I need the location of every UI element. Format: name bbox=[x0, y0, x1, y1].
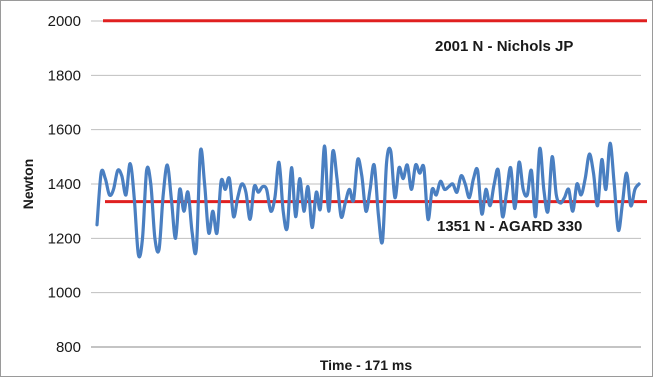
series-layer bbox=[95, 141, 641, 259]
x-axis-title: Time - 171 ms bbox=[320, 357, 413, 373]
y-tick-label: 800 bbox=[56, 339, 81, 356]
y-tick-label: 1000 bbox=[48, 285, 81, 302]
y-tick-label: 1600 bbox=[48, 122, 81, 139]
y-axis-title: Newton bbox=[20, 159, 36, 210]
y-tick-label: 1800 bbox=[48, 67, 81, 84]
annotation-lower-limit: 1351 N - AGARD 330 bbox=[437, 218, 582, 235]
y-tick-layer: 800 1000 1200 1400 1600 1800 2000 bbox=[48, 13, 81, 356]
y-tick-label: 2000 bbox=[48, 13, 81, 30]
y-tick-label: 1200 bbox=[48, 230, 81, 247]
series-line-force bbox=[95, 141, 641, 259]
annotation-upper-limit: 2001 N - Nichols JP bbox=[435, 38, 573, 55]
y-tick-label: 1400 bbox=[48, 176, 81, 193]
grid-layer bbox=[91, 20, 641, 294]
